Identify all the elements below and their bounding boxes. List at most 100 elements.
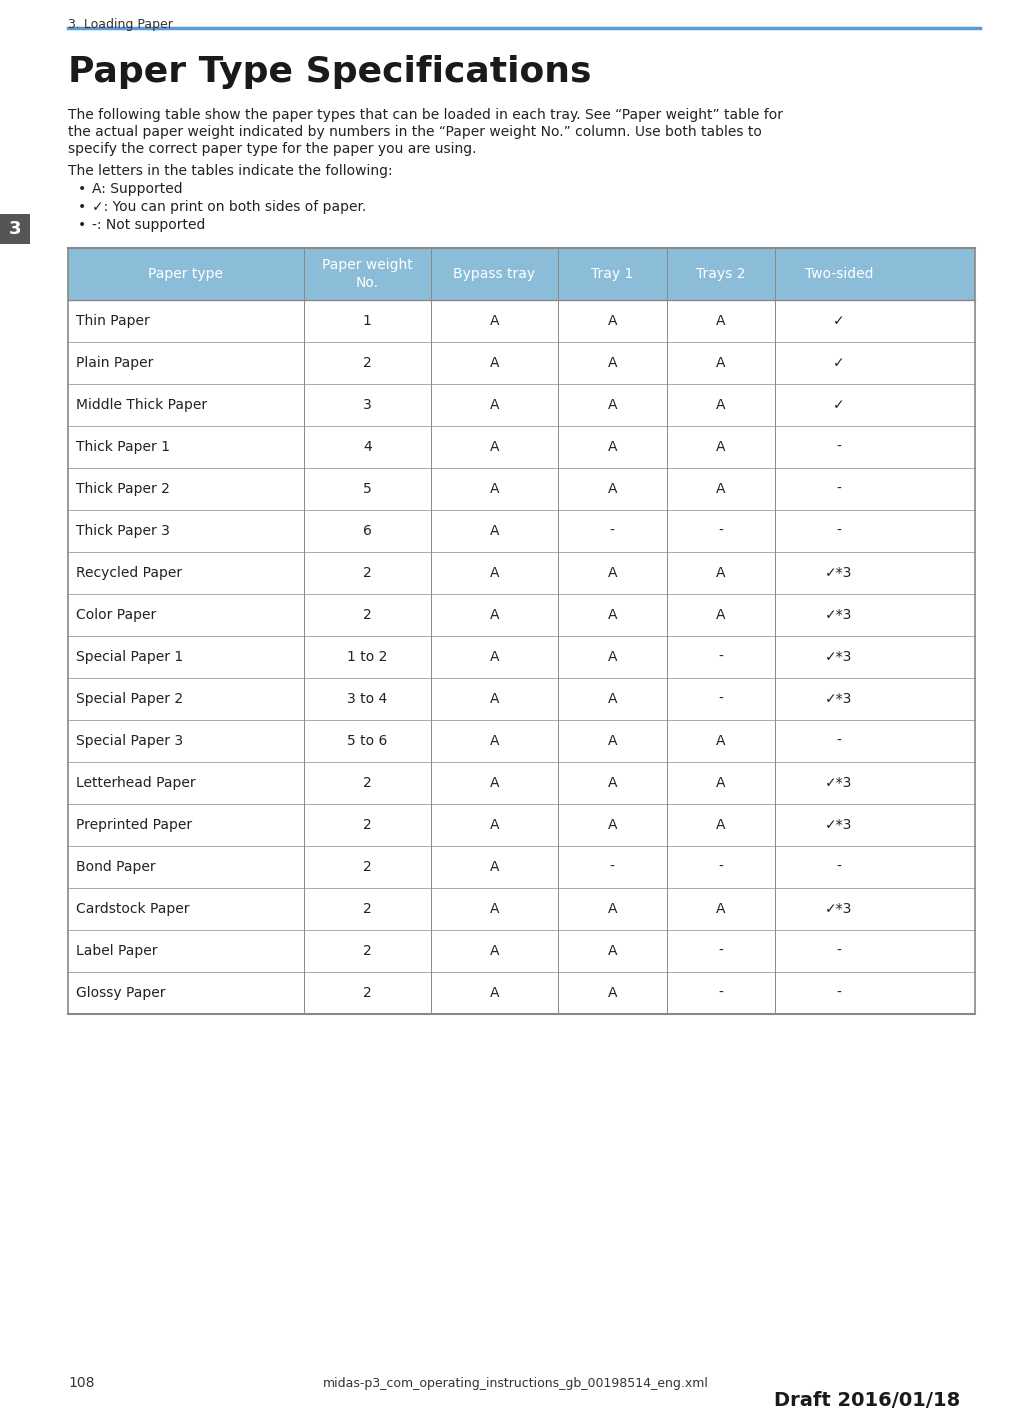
Text: Letterhead Paper: Letterhead Paper — [76, 776, 196, 790]
Text: Thick Paper 1: Thick Paper 1 — [76, 441, 170, 453]
Text: Special Paper 2: Special Paper 2 — [76, 692, 183, 706]
Text: 2: 2 — [363, 357, 372, 369]
Text: Bypass tray: Bypass tray — [453, 267, 536, 281]
FancyBboxPatch shape — [68, 510, 975, 551]
Text: ✓*3: ✓*3 — [826, 692, 852, 706]
Text: A: A — [608, 818, 617, 833]
Text: The following table show the paper types that can be loaded in each tray. See “P: The following table show the paper types… — [68, 108, 783, 122]
FancyBboxPatch shape — [68, 384, 975, 426]
Text: 2: 2 — [363, 902, 372, 917]
Text: The letters in the tables indicate the following:: The letters in the tables indicate the f… — [68, 163, 392, 178]
Text: -: - — [718, 649, 723, 664]
Text: -: - — [718, 692, 723, 706]
FancyBboxPatch shape — [68, 637, 975, 678]
Text: A: A — [489, 735, 499, 747]
Text: A: A — [608, 776, 617, 790]
Text: Recycled Paper: Recycled Paper — [76, 566, 182, 580]
Text: 1: 1 — [363, 314, 372, 328]
Text: ✓*3: ✓*3 — [826, 818, 852, 833]
Text: A: A — [489, 986, 499, 1000]
Text: 2: 2 — [363, 986, 372, 1000]
Text: A: A — [489, 649, 499, 664]
Text: A: A — [608, 482, 617, 496]
Text: ✓*3: ✓*3 — [826, 608, 852, 622]
Text: A: A — [716, 314, 725, 328]
FancyBboxPatch shape — [68, 845, 975, 888]
Text: A: A — [608, 441, 617, 453]
Text: A: Supported: A: Supported — [92, 182, 183, 196]
FancyBboxPatch shape — [0, 215, 30, 244]
Text: A: A — [489, 692, 499, 706]
Text: A: A — [716, 818, 725, 833]
FancyBboxPatch shape — [68, 300, 975, 342]
Text: Trays 2: Trays 2 — [697, 267, 746, 281]
FancyBboxPatch shape — [68, 342, 975, 384]
Text: Special Paper 1: Special Paper 1 — [76, 649, 184, 664]
Text: •: • — [78, 217, 87, 232]
Text: 108: 108 — [68, 1376, 95, 1390]
Text: -: - — [837, 944, 841, 958]
Text: 5 to 6: 5 to 6 — [347, 735, 387, 747]
Text: A: A — [608, 314, 617, 328]
Text: A: A — [608, 692, 617, 706]
Text: ✓: You can print on both sides of paper.: ✓: You can print on both sides of paper. — [92, 200, 366, 215]
FancyBboxPatch shape — [68, 551, 975, 594]
Text: A: A — [608, 986, 617, 1000]
Text: -: - — [718, 860, 723, 874]
Text: Two-sided: Two-sided — [805, 267, 873, 281]
Text: ✓*3: ✓*3 — [826, 649, 852, 664]
Text: Preprinted Paper: Preprinted Paper — [76, 818, 192, 833]
Text: A: A — [489, 608, 499, 622]
Text: 2: 2 — [363, 608, 372, 622]
Text: A: A — [716, 482, 725, 496]
Text: Color Paper: Color Paper — [76, 608, 156, 622]
FancyBboxPatch shape — [68, 594, 975, 637]
FancyBboxPatch shape — [68, 972, 975, 1015]
Text: 3. Loading Paper: 3. Loading Paper — [68, 18, 173, 31]
Text: specify the correct paper type for the paper you are using.: specify the correct paper type for the p… — [68, 142, 477, 156]
Text: Paper weight
No.: Paper weight No. — [322, 259, 413, 290]
Text: ✓*3: ✓*3 — [826, 776, 852, 790]
Text: -: - — [837, 441, 841, 453]
Text: A: A — [716, 441, 725, 453]
Text: •: • — [78, 200, 87, 215]
Text: 2: 2 — [363, 776, 372, 790]
Text: A: A — [608, 649, 617, 664]
Text: midas-p3_com_operating_instructions_gb_00198514_eng.xml: midas-p3_com_operating_instructions_gb_0… — [323, 1377, 709, 1390]
Text: A: A — [608, 902, 617, 917]
Text: A: A — [489, 902, 499, 917]
Text: ✓*3: ✓*3 — [826, 902, 852, 917]
Text: A: A — [716, 566, 725, 580]
Text: A: A — [608, 566, 617, 580]
Text: -: - — [837, 735, 841, 747]
Text: 2: 2 — [363, 860, 372, 874]
Text: 3 to 4: 3 to 4 — [347, 692, 387, 706]
Text: ✓: ✓ — [833, 314, 845, 328]
Text: A: A — [489, 357, 499, 369]
Text: Cardstock Paper: Cardstock Paper — [76, 902, 190, 917]
Text: 1 to 2: 1 to 2 — [347, 649, 387, 664]
Text: Label Paper: Label Paper — [76, 944, 158, 958]
Text: A: A — [716, 776, 725, 790]
FancyBboxPatch shape — [68, 762, 975, 804]
Text: ✓*3: ✓*3 — [826, 566, 852, 580]
Text: ✓: ✓ — [833, 357, 845, 369]
Text: A: A — [608, 357, 617, 369]
Text: Plain Paper: Plain Paper — [76, 357, 154, 369]
Text: A: A — [716, 902, 725, 917]
Text: A: A — [489, 524, 499, 539]
Text: A: A — [489, 944, 499, 958]
Text: A: A — [716, 735, 725, 747]
Text: Thick Paper 2: Thick Paper 2 — [76, 482, 170, 496]
Text: -: Not supported: -: Not supported — [92, 217, 205, 232]
Text: A: A — [489, 441, 499, 453]
Text: Paper Type Specifications: Paper Type Specifications — [68, 55, 591, 90]
Text: 2: 2 — [363, 944, 372, 958]
Text: A: A — [489, 482, 499, 496]
FancyBboxPatch shape — [68, 678, 975, 720]
Text: -: - — [837, 986, 841, 1000]
Text: 2: 2 — [363, 818, 372, 833]
FancyBboxPatch shape — [68, 804, 975, 845]
FancyBboxPatch shape — [68, 426, 975, 468]
Text: -: - — [718, 986, 723, 1000]
